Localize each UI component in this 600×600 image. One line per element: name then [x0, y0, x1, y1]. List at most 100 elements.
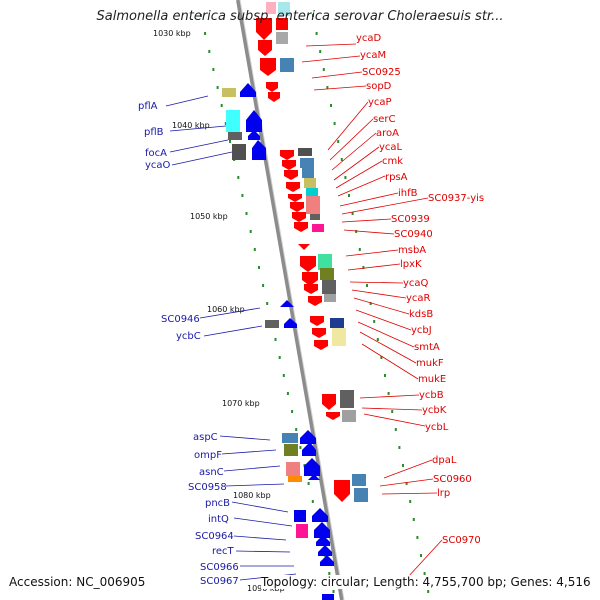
left-gene-labels: pflA pflB focA ycaO SC0946 ycbC aspC omp…: [138, 101, 239, 587]
gene-arrow: [298, 244, 310, 250]
gene-label: kdsB: [409, 309, 433, 320]
gene-arrow: [300, 256, 316, 272]
gene-label: aspC: [193, 432, 218, 443]
gene-label: cmk: [382, 156, 403, 167]
gene-block: [282, 433, 298, 443]
gene-arrow: [284, 170, 298, 180]
gene-arrow: [258, 40, 272, 56]
gene-arrow: [246, 110, 262, 132]
gene-block: [296, 524, 308, 538]
topology-summary: Topology: circular; Length: 4,755,700 bp…: [261, 575, 591, 589]
gene-arrow: [266, 82, 278, 92]
tick-label: 1040 kbp: [172, 121, 210, 130]
right-gene-labels: ycaD ycaM SC0925 sopD ycaP serC aroA yca…: [356, 33, 484, 546]
gene-label: ycbL: [425, 422, 449, 433]
gene-arrow: [240, 83, 256, 97]
gene-block: [298, 148, 312, 156]
gene-block: [294, 510, 306, 522]
gene-arrow: [304, 284, 318, 294]
gene-label: ycaQ: [403, 278, 429, 289]
gene-arrow: [302, 442, 316, 456]
gene-block: [320, 268, 334, 280]
gene-block: [324, 294, 336, 302]
tick-label: 1080 kbp: [233, 491, 271, 500]
gene-block: [222, 88, 236, 97]
gene-label: aroA: [376, 128, 399, 139]
gene-arrow: [290, 202, 304, 212]
gene-label: ihfB: [398, 188, 418, 199]
gene-arrow: [260, 58, 276, 76]
gene-label: dpaL: [432, 455, 457, 466]
gene-block: [278, 2, 290, 16]
gene-arrow: [334, 480, 350, 502]
gene-label: ycaP: [368, 97, 392, 108]
gene-label: SC0937-yis: [428, 193, 484, 204]
gene-block: [340, 390, 354, 408]
gene-arrow: [302, 272, 318, 286]
gene-label: SC0925: [362, 67, 401, 78]
gene-arrow: [280, 300, 294, 307]
gene-block: [306, 196, 320, 214]
gene-label: serC: [373, 114, 395, 125]
gene-label: SC0946: [161, 314, 200, 325]
accession-text: Accession: NC_006905: [9, 575, 146, 589]
gene-arrow: [322, 394, 336, 410]
gene-block: [286, 462, 300, 476]
gene-label: mukE: [418, 374, 446, 385]
gene-block: [265, 320, 279, 328]
gene-label: SC0960: [433, 474, 472, 485]
gene-arrow: [248, 130, 260, 140]
gene-arrow: [256, 18, 272, 40]
gene-label: ycbB: [419, 390, 444, 401]
gene-arrow: [288, 194, 302, 202]
gene-block: [318, 254, 332, 270]
gene-arrow: [312, 508, 328, 522]
gene-block: [322, 594, 334, 600]
gene-block: [306, 188, 318, 196]
gene-label: smtA: [414, 342, 440, 353]
gene-block: [228, 132, 242, 140]
gene-arrow: [304, 458, 320, 476]
gene-block: [310, 214, 320, 220]
tick-label: 1030 kbp: [153, 29, 191, 38]
gene-arrow: [320, 555, 334, 566]
gene-arrow: [282, 160, 296, 170]
gene-block: [342, 410, 356, 422]
gene-arrow: [252, 140, 266, 160]
gene-label: lrp: [437, 488, 450, 499]
gene-label: SC0964: [195, 531, 234, 542]
gene-label: SC0939: [391, 214, 430, 225]
gene-label: focA: [145, 148, 167, 159]
gene-label: ycbK: [422, 405, 447, 416]
gene-arrow: [308, 296, 322, 306]
gene-label: SC0940: [394, 229, 433, 240]
gene-arrow: [312, 328, 326, 338]
gene-block: [276, 18, 288, 30]
gene-arrow: [310, 316, 324, 326]
gene-label: ycaR: [406, 293, 431, 304]
gene-block: [322, 280, 336, 294]
gene-label: lpxK: [400, 259, 422, 270]
gene-block: [288, 476, 302, 482]
tick-label: 1050 kbp: [190, 212, 228, 221]
gene-block: [332, 328, 346, 346]
gene-label: ycbJ: [411, 325, 432, 336]
gene-block: [300, 158, 314, 168]
gene-label: ycaO: [145, 160, 171, 171]
gene-block: [280, 58, 294, 72]
gene-label: ycaM: [360, 50, 386, 61]
gene-arrow: [284, 318, 297, 328]
gene-arrow: [318, 545, 332, 556]
gene-label: pflA: [138, 101, 158, 112]
gene-label: recT: [212, 546, 235, 557]
gene-block: [302, 168, 314, 178]
gene-arrow: [292, 212, 306, 222]
tick-label: 1070 kbp: [222, 399, 260, 408]
gene-label: sopD: [366, 81, 392, 92]
gene-block: [330, 318, 344, 328]
gene-label: asnC: [199, 467, 224, 478]
gene-block: [352, 474, 366, 486]
gene-block: [226, 110, 240, 132]
gene-block: [312, 224, 324, 232]
